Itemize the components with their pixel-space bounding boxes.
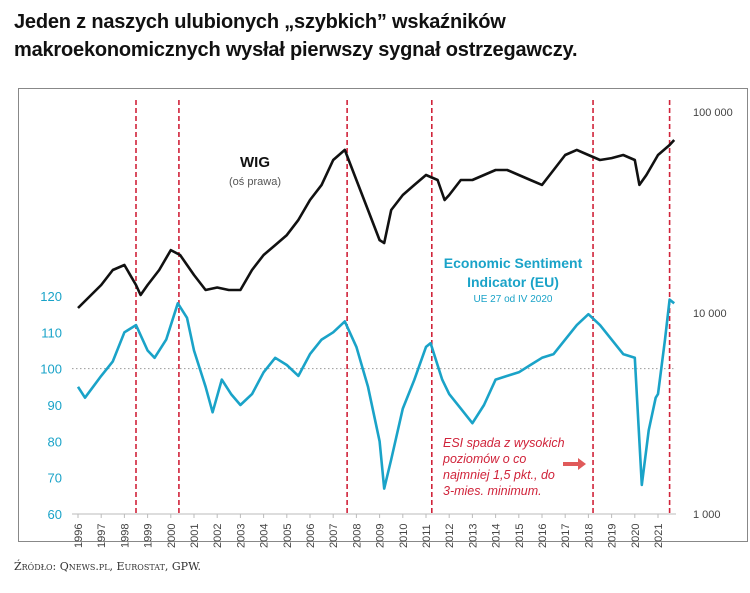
esi-sublabel: UE 27 od IV 2020 [474,294,553,305]
wig-sublabel: (oś prawa) [229,176,281,188]
chart-frame [18,88,748,542]
x-tick-label: 2021 [653,524,665,548]
wig-label: WIG [240,154,270,171]
title-line-1: Jeden z naszych ulubionych „szybkich” ws… [14,11,506,33]
esi-label-line-2: Indicator (EU) [467,274,559,290]
x-tick-label: 1996 [73,524,85,548]
x-tick-label: 2019 [607,524,619,548]
x-tick-label: 1999 [143,524,155,548]
x-tick-label: 2020 [630,524,642,548]
right-tick-label: 1 000 [693,509,721,521]
left-tick-label: 100 [40,362,62,377]
x-tick-label: 2000 [166,524,178,548]
x-tick-label: 2017 [560,524,572,548]
x-tick-label: 2011 [421,524,433,548]
wig-line [77,139,676,309]
left-tick-label: 90 [48,398,62,413]
left-tick-label: 60 [48,507,62,522]
x-tick-label: 2012 [444,524,456,548]
x-tick-label: 2009 [375,524,387,548]
arrow-right-icon [563,458,586,470]
annotation-line: najmniej 1,5 pkt., do [443,468,555,482]
x-tick-label: 2004 [259,524,271,548]
left-tick-label: 110 [41,325,62,340]
x-tick-label: 2010 [398,524,410,548]
x-tick-label: 2008 [351,524,363,548]
x-tick-label: 2001 [189,524,201,548]
chart-title: Jeden z naszych ulubionych „szybkich” ws… [14,8,578,64]
left-tick-label: 80 [48,434,62,449]
x-tick-label: 1998 [119,524,131,548]
x-tick-label: 2007 [328,524,340,548]
x-tick-label: 2006 [305,524,317,548]
x-tick-label: 2014 [491,524,503,548]
right-tick-label: 10 000 [693,308,727,320]
esi-label-line-1: Economic Sentiment [444,255,583,271]
x-tick-label: 1997 [96,524,108,548]
x-tick-label: 2013 [467,524,479,548]
title-line-2: makroekonomicznych wysłał pierwszy sygna… [14,39,578,61]
left-tick-label: 70 [48,471,62,486]
x-tick-label: 2005 [282,524,294,548]
esi-line [76,298,676,490]
annotation-line: ESI spada z wysokich [443,436,565,450]
annotation-line: poziomów o co [442,452,526,466]
annotation-line: 3-mies. minimum. [443,484,542,498]
x-tick-label: 2002 [212,524,224,548]
left-tick-label: 120 [40,289,62,304]
right-tick-label: 100 000 [693,107,733,119]
x-tick-label: 2015 [514,524,526,548]
x-tick-label: 2003 [235,524,247,548]
x-tick-label: 2016 [537,524,549,548]
x-tick-label: 2018 [583,524,595,548]
source-note: Źródło: Qnews.pl, Eurostat, GPW. [14,560,201,573]
